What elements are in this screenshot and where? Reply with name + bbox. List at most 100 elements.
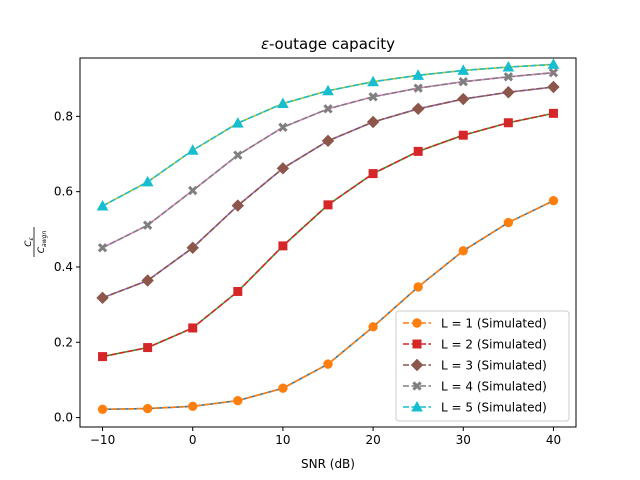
x-tick-label: −10 bbox=[90, 433, 115, 447]
y-axis-ticks: 0.0 0.2 0.4 0.6 0.8 bbox=[54, 109, 80, 425]
series-L5 bbox=[96, 58, 560, 211]
series-L1-point bbox=[233, 395, 243, 406]
series-L5-point bbox=[457, 64, 470, 75]
series-L3-point bbox=[502, 86, 515, 99]
series-L5-point bbox=[186, 144, 199, 155]
series-L3-point bbox=[457, 92, 470, 106]
series-L2-point bbox=[458, 130, 468, 140]
series-L1-point bbox=[188, 401, 198, 411]
series-L1-point bbox=[142, 403, 153, 414]
y-axis-label-numerator: Cε bbox=[24, 236, 35, 246]
series-L4-point bbox=[368, 92, 378, 102]
series-L4-point-stroke-b bbox=[503, 72, 514, 82]
x-tick-label: 0 bbox=[189, 433, 197, 447]
series-L5-point bbox=[322, 84, 334, 96]
legend-marker bbox=[412, 381, 422, 391]
series-L4-point bbox=[503, 72, 514, 82]
series-L3-point bbox=[231, 199, 245, 212]
legend-marker bbox=[410, 358, 424, 372]
series-L5-point bbox=[141, 175, 154, 187]
series-L3-point bbox=[276, 162, 290, 175]
series-L2-point bbox=[233, 286, 243, 296]
y-axis-label-denominator: Cawgn bbox=[37, 231, 48, 254]
legend-marker bbox=[411, 400, 423, 412]
x-axis-label: SNR (dB) bbox=[301, 457, 355, 471]
series-L3-point bbox=[186, 241, 199, 254]
plot-frame bbox=[79, 57, 577, 428]
legend-items: L = 1 (Simulated) L = 2 (Simulated) L = 3 … bbox=[403, 317, 547, 415]
series-L1-point bbox=[278, 383, 288, 393]
series-L4-point-stroke-b bbox=[323, 104, 333, 114]
series-L2-point bbox=[143, 343, 153, 353]
series-L3-point bbox=[141, 274, 154, 287]
chart-title: ε-outage capacity bbox=[261, 35, 395, 53]
series-L3-point bbox=[96, 291, 109, 305]
legend-entry-L1: L = 1 (Simulated) bbox=[403, 317, 547, 331]
series-L3-point bbox=[411, 102, 425, 116]
legend-label: L = 3 (Simulated) bbox=[441, 359, 547, 373]
chart-title-text: -outage capacity bbox=[269, 35, 395, 53]
series-L2-point bbox=[413, 146, 423, 156]
x-tick-label: 40 bbox=[546, 433, 561, 447]
series-L4-point-stroke-b bbox=[368, 92, 378, 102]
legend-marker-stroke-b bbox=[412, 381, 422, 391]
series-L1-point bbox=[548, 196, 559, 206]
y-tick-label: 0.4 bbox=[54, 260, 73, 274]
series-L2-point bbox=[188, 323, 198, 333]
series-L5-point bbox=[547, 58, 560, 69]
legend-label: L = 2 (Simulated) bbox=[441, 338, 547, 352]
legend-label: L = 4 (Simulated) bbox=[441, 380, 547, 394]
legend: L = 1 (Simulated) L = 2 (Simulated) L = 3 … bbox=[395, 310, 570, 422]
series-L5-point bbox=[96, 199, 109, 211]
legend-entry-L2: L = 2 (Simulated) bbox=[403, 338, 547, 352]
series-L2-point bbox=[278, 241, 288, 251]
series-L4-point-stroke-b bbox=[233, 150, 243, 160]
series-L1-point bbox=[413, 282, 423, 292]
series-L1-point bbox=[323, 359, 333, 369]
series-L4-point-stroke-b bbox=[142, 220, 153, 230]
x-tick-label: 10 bbox=[275, 433, 290, 447]
series-L2-point bbox=[323, 200, 333, 210]
series-L2-point bbox=[503, 118, 513, 128]
series-L1-point bbox=[458, 246, 468, 256]
y-tick-label: 0.0 bbox=[54, 411, 73, 425]
legend-label: L = 1 (Simulated) bbox=[441, 317, 547, 331]
series-L4-point bbox=[188, 185, 198, 196]
series-L3 bbox=[96, 80, 560, 305]
series-L5-point bbox=[412, 69, 425, 80]
series-L1-point bbox=[368, 322, 378, 332]
series-L4-point bbox=[548, 68, 559, 78]
series-L2-point bbox=[98, 352, 108, 362]
series-L2 bbox=[98, 108, 558, 362]
series-L1-point bbox=[503, 217, 514, 228]
y-tick-label: 0.6 bbox=[54, 185, 73, 199]
legend-box bbox=[395, 310, 570, 422]
y-tick-label: 0.2 bbox=[54, 335, 73, 349]
series-L5-point bbox=[367, 75, 379, 87]
series-L2-dashed-line bbox=[102, 112, 554, 358]
series-L4-point-stroke-b bbox=[188, 185, 198, 196]
series-L4-point bbox=[323, 104, 333, 114]
legend-entry-L3: L = 3 (Simulated) bbox=[403, 359, 547, 373]
series-L4-point bbox=[458, 77, 468, 87]
series-L4 bbox=[97, 68, 559, 253]
series-L1-point bbox=[97, 404, 108, 415]
legend-marker bbox=[412, 318, 422, 328]
series-layer bbox=[96, 58, 560, 415]
series-L4-point bbox=[97, 243, 108, 253]
series-L2-point bbox=[368, 169, 378, 179]
series-L3-point bbox=[366, 115, 380, 129]
chart-title-epsilon: ε bbox=[261, 35, 269, 53]
series-L4-point bbox=[413, 83, 423, 93]
x-tick-label: 20 bbox=[365, 433, 380, 447]
series-L3-point bbox=[321, 134, 335, 148]
x-tick-label: 30 bbox=[456, 433, 471, 447]
series-L4-point bbox=[142, 220, 153, 230]
legend-label: L = 5 (Simulated) bbox=[441, 401, 547, 415]
legend-entry-L4: L = 4 (Simulated) bbox=[403, 380, 547, 394]
legend-marker bbox=[412, 339, 422, 349]
series-L5-point bbox=[502, 61, 515, 72]
series-L3-point bbox=[547, 80, 560, 94]
series-L4-point bbox=[233, 150, 243, 160]
